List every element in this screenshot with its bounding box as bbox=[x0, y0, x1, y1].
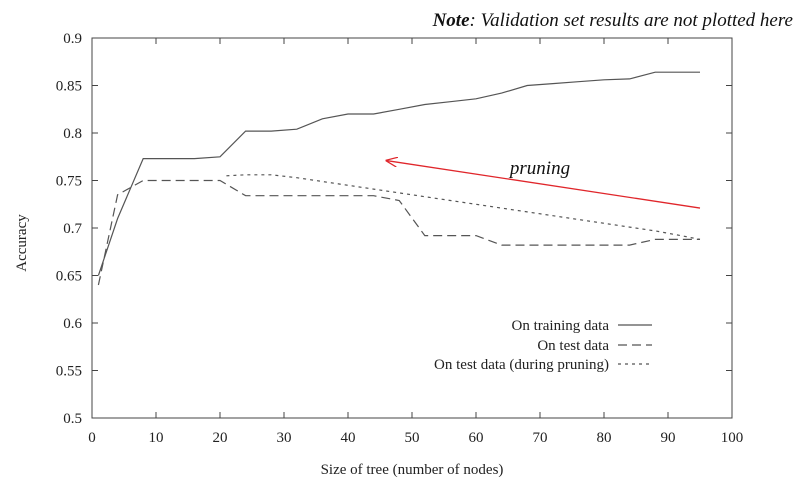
x-tick-label: 40 bbox=[341, 430, 356, 446]
x-tick-label: 100 bbox=[721, 430, 744, 446]
note-bold: Note bbox=[432, 10, 471, 31]
y-tick-label: 0.55 bbox=[56, 364, 82, 380]
x-tick-label: 80 bbox=[597, 430, 612, 446]
x-tick-label: 20 bbox=[213, 430, 228, 446]
legend-label: On test data (during pruning) bbox=[434, 357, 609, 373]
y-tick-label: 0.7 bbox=[63, 221, 82, 237]
pruning-label: pruning bbox=[508, 158, 570, 179]
series-line-on-test-data-during-pruning bbox=[226, 174, 701, 240]
series-layer bbox=[97, 71, 701, 286]
note-text: Note: Validation set results are not plo… bbox=[432, 10, 793, 31]
x-tick-label: 10 bbox=[149, 430, 164, 446]
series-line-on-training-data bbox=[97, 71, 700, 276]
legend-label: On test data bbox=[537, 338, 609, 354]
x-tick-label: 90 bbox=[661, 430, 676, 446]
x-axis-label: Size of tree (number of nodes) bbox=[321, 462, 504, 478]
note-rest: : Validation set results are not plotted… bbox=[470, 10, 794, 31]
x-tick-label: 60 bbox=[469, 430, 484, 446]
annotation-layer: pruning bbox=[386, 158, 701, 209]
legend-label: On training data bbox=[512, 318, 610, 334]
y-axis: 0.5 0.55 0.6 0.65 0.7 0.75 0.8 0.85 0.9 bbox=[56, 31, 732, 427]
x-tick-label: 0 bbox=[88, 430, 96, 446]
y-tick-label: 0.8 bbox=[63, 126, 82, 142]
x-tick-label: 30 bbox=[277, 430, 292, 446]
y-axis-label: Accuracy bbox=[14, 214, 30, 272]
x-tick-label: 70 bbox=[533, 430, 548, 446]
y-tick-label: 0.6 bbox=[63, 316, 82, 332]
y-tick-label: 0.85 bbox=[56, 79, 82, 95]
pruning-arrow bbox=[386, 161, 701, 209]
y-tick-label: 0.65 bbox=[56, 269, 82, 285]
y-tick-label: 0.5 bbox=[63, 411, 82, 427]
series-line-on-test-data bbox=[97, 179, 700, 286]
y-tick-label: 0.9 bbox=[63, 31, 82, 47]
legend: On training data On test data On test data… bbox=[434, 318, 652, 373]
x-tick-label: 50 bbox=[405, 430, 420, 446]
y-tick-label: 0.75 bbox=[56, 174, 82, 190]
x-axis: 0 10 20 30 40 50 60 70 80 90 100 bbox=[88, 38, 743, 446]
